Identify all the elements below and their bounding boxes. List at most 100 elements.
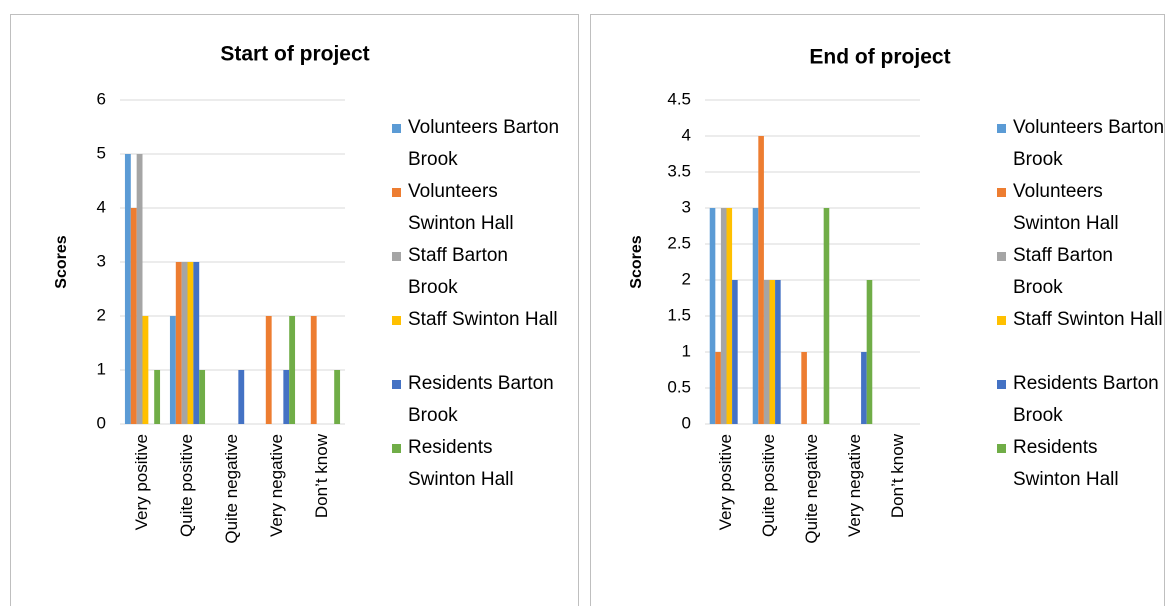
legend-entry: Staff Swinton Hall bbox=[408, 309, 558, 330]
legend-label: Residents Barton Brook bbox=[408, 373, 554, 426]
bar bbox=[720, 208, 727, 424]
legend-label: Staff Barton Brook bbox=[1013, 245, 1113, 298]
y-tick-label: 4.5 bbox=[667, 89, 691, 108]
y-tick-label: 2.5 bbox=[667, 233, 691, 252]
bar bbox=[289, 316, 296, 424]
bar bbox=[732, 280, 738, 424]
y-tick-label: 0.5 bbox=[667, 377, 691, 396]
bar bbox=[238, 370, 245, 424]
bar bbox=[265, 316, 272, 424]
bar bbox=[769, 280, 776, 424]
bar bbox=[334, 370, 341, 424]
legend-entry: Residents Swinton Hall bbox=[1013, 437, 1119, 490]
y-tick-label: 2 bbox=[97, 305, 106, 324]
chart-title: End of project bbox=[809, 46, 950, 69]
bar bbox=[310, 316, 317, 424]
y-tick-label: 1 bbox=[97, 359, 106, 378]
bar bbox=[752, 208, 759, 424]
legend-swatch bbox=[392, 124, 401, 133]
bar bbox=[136, 154, 143, 424]
y-axis-label: Scores bbox=[628, 235, 645, 288]
legend-label: Volunteers Barton Brook bbox=[1013, 117, 1165, 170]
legend-label: Staff Swinton Hall bbox=[1013, 309, 1163, 330]
chart-frame bbox=[590, 14, 1165, 606]
bar bbox=[187, 262, 194, 424]
y-tick-label: 3 bbox=[97, 251, 106, 270]
bar bbox=[823, 208, 830, 424]
legend-entry: Residents Barton Brook bbox=[408, 373, 554, 426]
y-tick-label: 5 bbox=[97, 143, 106, 162]
legend-label: Residents Swinton Hall bbox=[408, 437, 514, 490]
y-tick-label: 4 bbox=[97, 197, 106, 216]
legend-swatch bbox=[997, 444, 1006, 453]
x-tick-label: Don’t know bbox=[312, 433, 331, 518]
legend-swatch bbox=[997, 188, 1006, 197]
x-tick-label: Don’t know bbox=[888, 433, 907, 518]
bar bbox=[861, 352, 867, 424]
y-tick-label: 0 bbox=[682, 413, 691, 432]
x-tick-label: Very negative bbox=[267, 434, 286, 537]
legend-entry: Volunteers Swinton Hall bbox=[408, 181, 514, 234]
legend-swatch bbox=[997, 252, 1006, 261]
bar bbox=[709, 208, 716, 424]
legend-swatch bbox=[392, 444, 401, 453]
bar bbox=[726, 208, 733, 424]
bar bbox=[715, 352, 721, 424]
bar bbox=[175, 262, 182, 424]
legend-swatch bbox=[997, 316, 1006, 325]
bar bbox=[199, 370, 206, 424]
y-axis-label: Scores bbox=[53, 235, 70, 288]
legend-label: Volunteers Barton Brook bbox=[408, 117, 560, 170]
x-tick-label: Very positive bbox=[132, 434, 151, 530]
bar bbox=[124, 154, 131, 424]
legend-entry: Volunteers Barton Brook bbox=[408, 117, 560, 170]
chart-frame bbox=[10, 14, 579, 606]
x-tick-label: Very negative bbox=[845, 434, 864, 537]
bar bbox=[142, 316, 149, 424]
y-tick-label: 0 bbox=[97, 413, 106, 432]
bar bbox=[130, 208, 137, 424]
legend-swatch bbox=[392, 316, 401, 325]
bar bbox=[283, 370, 290, 424]
y-tick-label: 3 bbox=[682, 197, 691, 216]
legend-entry: Volunteers Barton Brook bbox=[1013, 117, 1165, 170]
x-tick-label: Quite positive bbox=[177, 434, 196, 537]
chart-title: Start of project bbox=[220, 43, 369, 66]
legend-label: Residents Swinton Hall bbox=[1013, 437, 1119, 490]
x-tick-label: Quite negative bbox=[802, 434, 821, 544]
legend-entry: Volunteers Swinton Hall bbox=[1013, 181, 1119, 234]
bar bbox=[763, 280, 770, 424]
legend-swatch bbox=[392, 380, 401, 389]
legend-entry: Residents Swinton Hall bbox=[408, 437, 514, 490]
legend-label: Residents Barton Brook bbox=[1013, 373, 1159, 426]
y-tick-label: 1.5 bbox=[667, 305, 691, 324]
legend-swatch bbox=[997, 380, 1006, 389]
bar bbox=[775, 280, 781, 424]
y-tick-label: 1 bbox=[682, 341, 691, 360]
legend-swatch bbox=[392, 252, 401, 261]
bar bbox=[154, 370, 161, 424]
x-tick-label: Quite negative bbox=[222, 434, 241, 544]
bar bbox=[193, 262, 200, 424]
legend-label: Staff Barton Brook bbox=[408, 245, 508, 298]
legend-label: Volunteers Swinton Hall bbox=[408, 181, 514, 234]
x-tick-label: Very positive bbox=[716, 434, 735, 530]
legend-entry: Residents Barton Brook bbox=[1013, 373, 1159, 426]
bar bbox=[801, 352, 807, 424]
legend-entry: Staff Barton Brook bbox=[408, 245, 508, 298]
y-tick-label: 2 bbox=[682, 269, 691, 288]
y-tick-label: 4 bbox=[682, 125, 691, 144]
legend-label: Volunteers Swinton Hall bbox=[1013, 181, 1119, 234]
x-tick-label: Quite positive bbox=[759, 434, 778, 537]
bar bbox=[866, 280, 873, 424]
bar bbox=[758, 136, 764, 424]
bar bbox=[181, 262, 188, 424]
bar bbox=[169, 316, 176, 424]
y-tick-label: 3.5 bbox=[667, 161, 691, 180]
legend-entry: Staff Barton Brook bbox=[1013, 245, 1113, 298]
legend-entry: Staff Swinton Hall bbox=[1013, 309, 1163, 330]
legend-swatch bbox=[997, 124, 1006, 133]
legend-label: Staff Swinton Hall bbox=[408, 309, 558, 330]
y-tick-label: 6 bbox=[97, 89, 106, 108]
